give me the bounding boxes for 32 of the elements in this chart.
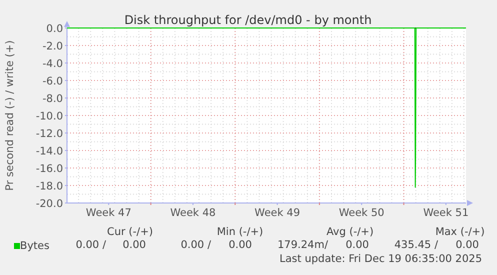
- y-tick-label: -20.0: [36, 198, 63, 210]
- x-tick-label: Week 47: [86, 207, 132, 219]
- text: 0.00 /: [180, 239, 212, 251]
- text: Avg (-/+): [326, 226, 374, 238]
- text: Min (-/+): [216, 226, 264, 238]
- text: 179.24m/: [277, 239, 328, 251]
- text: Max (-/+): [435, 226, 485, 238]
- text: 0.00: [456, 239, 479, 251]
- legend-label: Bytes: [20, 240, 50, 252]
- y-tick-label: -14.0: [36, 146, 63, 158]
- text: 435.45 /: [394, 239, 438, 251]
- x-tick-label: Week 51: [423, 207, 469, 219]
- y-tick-label: -6.0: [42, 76, 63, 88]
- x-tick-label: Week 48: [170, 207, 216, 219]
- text: 0.00: [122, 239, 146, 251]
- x-tick-label: Week 50: [338, 207, 384, 219]
- x-tick-label: Week 49: [254, 207, 300, 219]
- y-tick-label: -2.0: [42, 40, 63, 52]
- y-tick-label: -10.0: [36, 110, 63, 122]
- y-tick-label: -18.0: [36, 180, 63, 192]
- text: 0.00: [346, 239, 369, 251]
- text: Cur (-/+): [107, 226, 153, 238]
- y-axis-title: Pr second read (-) / write (+): [4, 40, 16, 191]
- y-tick-label: -16.0: [36, 163, 63, 175]
- y-tick-label: -12.0: [36, 128, 63, 140]
- y-tick-label: -4.0: [42, 58, 63, 70]
- text: 0.00: [228, 239, 252, 251]
- text: Last update: Fri Dec 19 06:35:00 2025: [280, 253, 482, 265]
- chart-title: Disk throughput for /dev/md0 - by month: [124, 13, 372, 27]
- y-tick-label: -8.0: [42, 93, 63, 105]
- text: 0.00 /: [76, 239, 106, 251]
- y-tick-label: 0.0: [46, 23, 63, 35]
